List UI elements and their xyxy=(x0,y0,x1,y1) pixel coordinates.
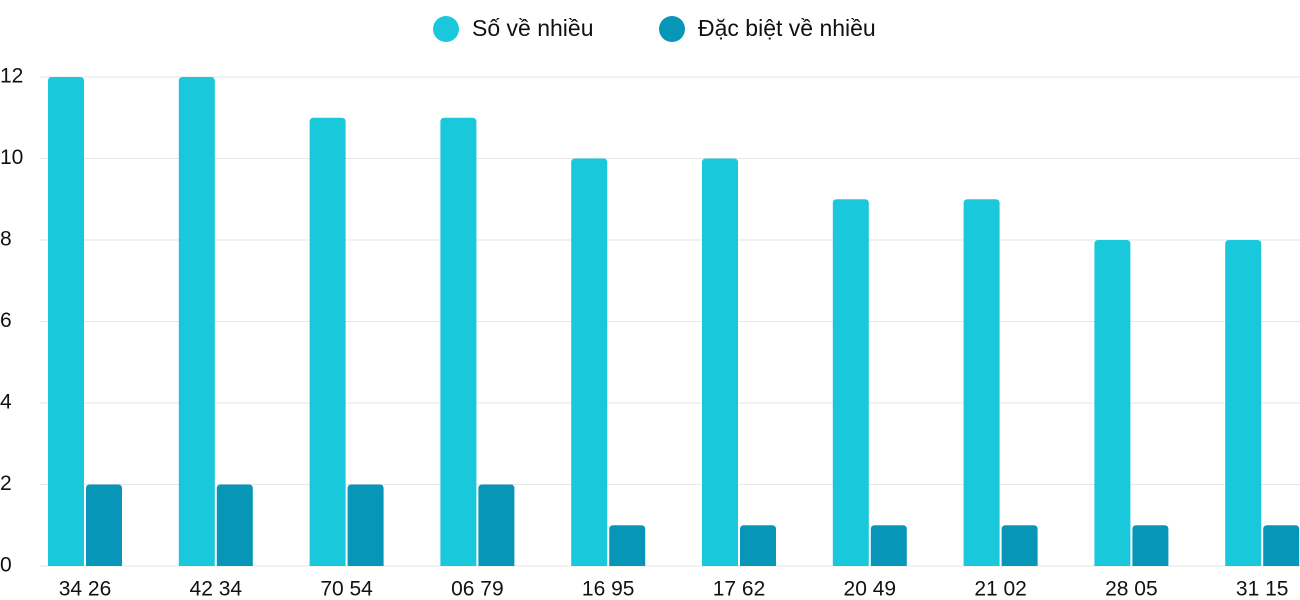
x-tick-label: 16 95 xyxy=(582,578,635,600)
y-tick-label: 12 xyxy=(0,65,23,88)
bar xyxy=(571,158,608,566)
x-tick-label: 42 34 xyxy=(190,578,243,600)
x-tick-label: 17 62 xyxy=(713,578,766,600)
bar xyxy=(740,525,776,566)
bar xyxy=(609,525,646,566)
bar xyxy=(702,158,738,566)
bar xyxy=(1225,240,1262,566)
bar xyxy=(347,484,384,566)
y-tick-label: 8 xyxy=(0,228,12,251)
x-tick-label: 21 02 xyxy=(974,578,1027,600)
bar xyxy=(1001,525,1038,566)
x-tick-label: 31 15 xyxy=(1236,578,1289,600)
x-tick-label: 20 49 xyxy=(844,578,897,600)
bar xyxy=(309,117,346,566)
x-tick-label: 28 05 xyxy=(1105,578,1158,600)
bar xyxy=(963,199,1000,566)
bar xyxy=(1094,240,1131,566)
y-tick-label: 4 xyxy=(0,391,12,414)
bar xyxy=(178,77,215,566)
y-tick-label: 2 xyxy=(0,472,12,495)
x-tick-label: 34 26 xyxy=(59,578,112,600)
bar xyxy=(86,484,122,566)
bar xyxy=(1132,525,1169,566)
legend-swatch xyxy=(433,16,459,42)
x-tick-label: 06 79 xyxy=(451,578,504,600)
bar xyxy=(478,484,515,566)
bar xyxy=(1263,525,1300,566)
legend-label: Số về nhiều xyxy=(472,15,593,41)
x-tick-label: 70 54 xyxy=(320,578,373,600)
y-tick-label: 6 xyxy=(0,309,12,332)
legend-label: Đặc biệt về nhiều xyxy=(698,15,876,41)
bar xyxy=(216,484,253,566)
bar xyxy=(832,199,869,566)
y-tick-label: 0 xyxy=(0,554,12,577)
legend-swatch xyxy=(659,16,685,42)
y-tick-label: 10 xyxy=(0,146,23,169)
bar xyxy=(48,77,84,566)
bar xyxy=(870,525,907,566)
bar xyxy=(440,117,477,566)
